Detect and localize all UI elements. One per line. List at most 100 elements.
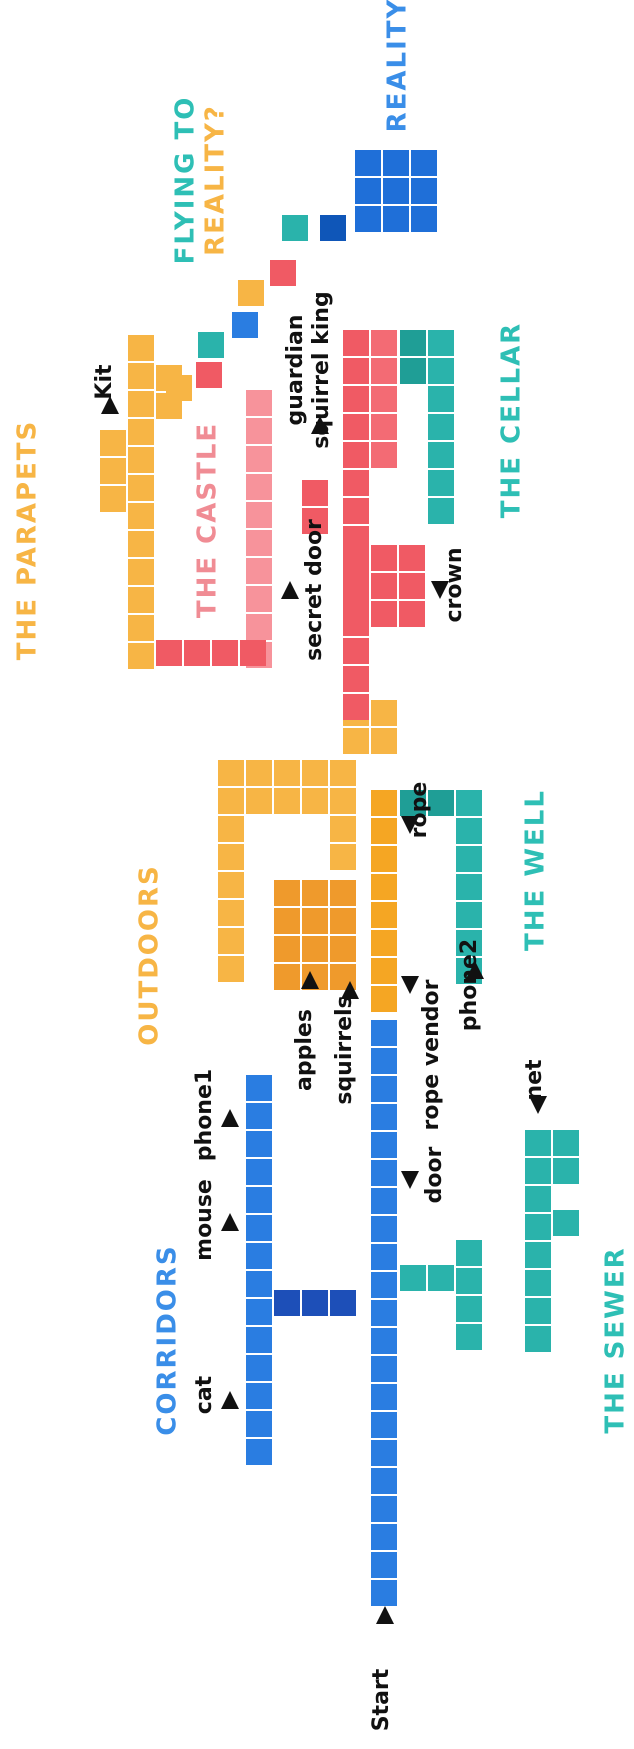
tile [330,816,356,842]
tile [371,818,397,844]
tile [343,358,369,384]
tile [246,1299,272,1325]
tile [371,1468,397,1494]
tile [246,1103,272,1129]
tile [428,358,454,384]
tile [198,332,224,358]
marker-label: Start [369,1668,394,1731]
tile [240,640,266,666]
tile [371,846,397,872]
tile [128,391,154,417]
tile [246,1215,272,1241]
tile [343,638,369,664]
tile [100,486,126,512]
region-label: OUTDOORS [135,864,165,1045]
marker-label: phone1 [192,1069,217,1161]
tile [128,363,154,389]
tile [246,1439,272,1465]
tile [371,1132,397,1158]
tile [371,1300,397,1326]
tile [371,1328,397,1354]
tile [428,330,454,356]
tile [343,573,369,599]
tile [355,150,381,176]
tile [274,788,300,814]
tile [371,1552,397,1578]
tile [274,964,300,990]
tile [553,1130,579,1156]
tile [218,816,244,842]
tile [218,900,244,926]
marker-arrow [401,1171,419,1189]
tile [371,386,397,412]
marker-label: rope vendor [419,979,444,1130]
tile [302,880,328,906]
region-label: THE CELLAR [497,322,527,518]
marker-arrow [281,581,299,599]
tile [428,470,454,496]
tile [456,902,482,928]
tile [428,1265,454,1291]
tile [400,1265,426,1291]
tile [355,178,381,204]
tile [456,1268,482,1294]
marker-label: net [522,1059,547,1101]
tile [371,1412,397,1438]
tile [456,1324,482,1350]
tile [330,936,356,962]
tile [383,150,409,176]
marker-arrow [221,1391,239,1409]
region-label: THE WELL [521,789,551,951]
tile [246,1327,272,1353]
tile [302,760,328,786]
tile [320,215,346,241]
tile [371,958,397,984]
tile [525,1186,551,1212]
tile [128,503,154,529]
tile [456,846,482,872]
tile [525,1326,551,1352]
marker-arrow [376,1606,394,1624]
tile [371,874,397,900]
tile [218,928,244,954]
tile [246,1075,272,1101]
tile [371,1020,397,1046]
tile [343,694,369,720]
tile [156,640,182,666]
region-label: CORRIDORS [153,1244,183,1435]
tile [330,880,356,906]
tile [343,498,369,524]
tile [246,760,272,786]
tile [371,728,397,754]
tile [553,1158,579,1184]
tile [128,335,154,361]
tile [100,430,126,456]
marker-arrow [401,976,419,994]
tile [399,573,425,599]
tile [166,375,192,401]
tile [371,545,397,571]
tile [330,1290,356,1316]
tile [246,1411,272,1437]
tile [128,559,154,585]
tile [553,1210,579,1236]
tile [128,615,154,641]
tile [371,1524,397,1550]
tile [371,1216,397,1242]
tile [399,545,425,571]
tile [456,1296,482,1322]
tile [383,206,409,232]
tile [246,586,272,612]
tile [371,1244,397,1270]
tile [371,902,397,928]
region-label: THE SEWER [601,1246,631,1433]
tile [246,788,272,814]
tile [343,442,369,468]
tile [246,1131,272,1157]
tile [246,558,272,584]
tile [428,442,454,468]
tile [371,790,397,816]
tile [371,700,397,726]
tile [456,874,482,900]
marker-arrow [529,1096,547,1114]
